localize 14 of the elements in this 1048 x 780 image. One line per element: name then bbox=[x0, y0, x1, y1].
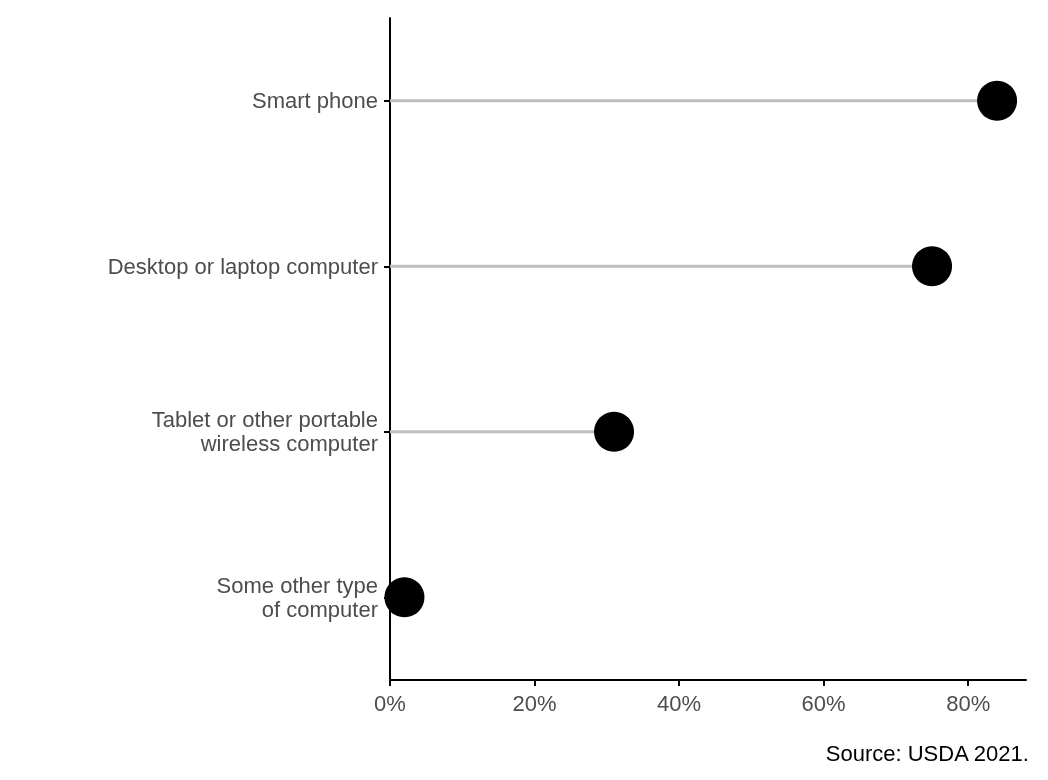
y-tick-label: Some other type of computer bbox=[216, 572, 378, 622]
y-tick-label: Desktop or laptop computer bbox=[107, 253, 378, 279]
x-tick-label: 0% bbox=[374, 690, 406, 716]
point bbox=[594, 411, 635, 452]
x-tick-label: 60% bbox=[801, 690, 846, 716]
point bbox=[977, 80, 1018, 121]
point bbox=[384, 577, 425, 618]
y-tick-label: Tablet or other portable wireless computer bbox=[151, 407, 378, 457]
x-tick-label: 40% bbox=[657, 690, 702, 716]
point bbox=[912, 246, 953, 287]
source-note: Source: USDA 2021. bbox=[825, 740, 1029, 766]
x-tick-label: 80% bbox=[946, 690, 991, 716]
y-tick-label: Smart phone bbox=[252, 88, 378, 114]
x-tick-label: 20% bbox=[512, 690, 557, 716]
